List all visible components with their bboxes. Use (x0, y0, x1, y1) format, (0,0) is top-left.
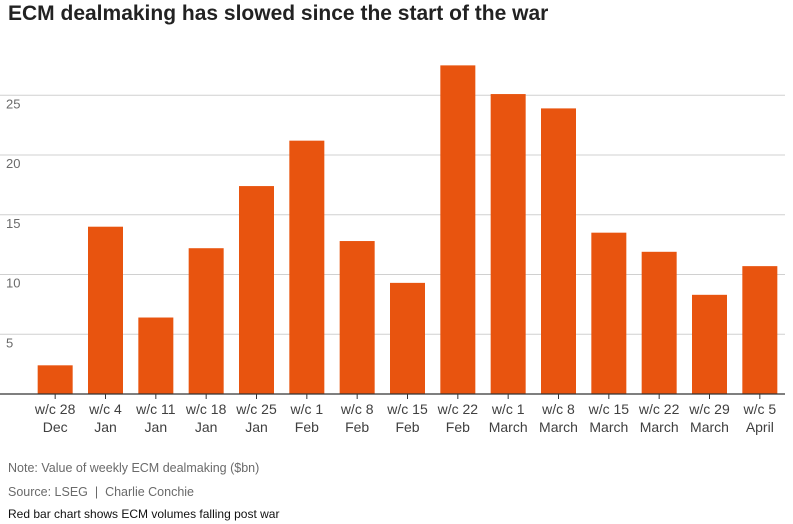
y-tick-label: 20 (6, 156, 20, 171)
x-tick-label-line2: March (539, 419, 578, 435)
bar (742, 266, 778, 394)
x-tick-label-line2: Feb (446, 419, 470, 435)
bar (188, 248, 224, 394)
x-tick-label-line1: w/c 22 (437, 401, 479, 417)
x-tick-label-line2: April (746, 419, 774, 435)
x-tick-label-line1: w/c 4 (88, 401, 122, 417)
bar (440, 65, 476, 394)
bar (541, 108, 576, 395)
x-axis-ticks: w/c 28 Dec w/c 4 Jan w/c 11 Jan w/c 18 Jan w/c 2… (34, 394, 776, 435)
y-tick-label: 25 (6, 96, 20, 111)
x-tick-label-line1: w/c 5 (742, 401, 776, 417)
x-tick-label-line1: w/c 15 (588, 401, 630, 417)
source-text: Source: LSEG (8, 485, 88, 499)
byline-text: Charlie Conchie (105, 485, 195, 499)
x-tick-label-line2: March (690, 419, 729, 435)
bar (591, 232, 627, 394)
x-tick-label-line2: March (640, 419, 679, 435)
x-tick-label-line1: w/c 25 (235, 401, 277, 417)
bar (239, 186, 274, 394)
bar (138, 317, 174, 394)
x-tick-label-line2: Jan (245, 419, 268, 435)
chart-caption: Red bar chart shows ECM volumes falling … (8, 507, 280, 521)
x-tick-label-line2: Feb (345, 419, 369, 435)
bar (88, 226, 123, 394)
x-tick-label-line2: March (589, 419, 628, 435)
y-tick-label: 10 (6, 276, 20, 291)
y-tick-label: 5 (6, 335, 13, 350)
bar (692, 294, 727, 394)
x-tick-label-line1: w/c 8 (340, 401, 374, 417)
x-tick-label-line1: w/c 1 (289, 401, 323, 417)
x-tick-label-line1: w/c 11 (135, 401, 176, 417)
y-axis-ticks: 5 10 15 20 25 (6, 96, 20, 350)
x-tick-label-line2: March (489, 419, 528, 435)
source-separator: | (91, 485, 102, 499)
y-tick-label: 15 (6, 216, 20, 231)
bars (37, 65, 778, 395)
x-tick-label-line2: Jan (195, 419, 218, 435)
x-tick-label-line1: w/c 29 (688, 401, 730, 417)
x-tick-label-line1: w/c 1 (491, 401, 525, 417)
x-tick-label-line1: w/c 28 (34, 401, 76, 417)
x-tick-label-line1: w/c 18 (185, 401, 227, 417)
chart-note: Note: Value of weekly ECM dealmaking ($b… (8, 461, 260, 475)
chart-title: ECM dealmaking has slowed since the star… (8, 2, 549, 25)
chart-source: Source: LSEG | Charlie Conchie (8, 485, 194, 499)
bar (390, 282, 425, 394)
x-tick-label-line2: Jan (94, 419, 117, 435)
bar (641, 251, 677, 394)
x-tick-label-line1: w/c 15 (386, 401, 428, 417)
x-tick-label-line2: Feb (395, 419, 419, 435)
bar (339, 241, 375, 394)
bar (490, 94, 526, 395)
x-tick-label-line2: Dec (43, 419, 68, 435)
x-tick-label-line2: Jan (145, 419, 168, 435)
x-tick-label-line2: Feb (295, 419, 319, 435)
bar (37, 365, 73, 394)
x-tick-label-line1: w/c 8 (541, 401, 575, 417)
bar (289, 140, 325, 394)
x-tick-label-line1: w/c 22 (638, 401, 680, 417)
